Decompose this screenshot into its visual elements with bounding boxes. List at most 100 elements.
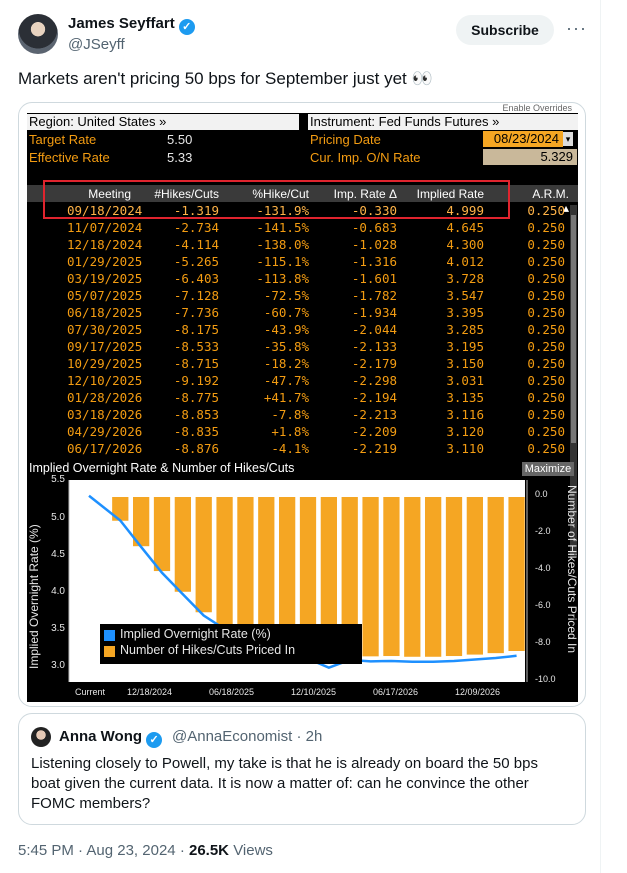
views-count: 26.5K: [188, 842, 230, 859]
tweet-date[interactable]: Aug 23, 2024: [86, 842, 176, 859]
author-name[interactable]: James Seyffart ✓: [68, 15, 195, 35]
cell-hikes-cuts: -7.736: [173, 305, 219, 320]
cell-arm: 0.250: [527, 237, 565, 252]
bar-hikes-cuts: [404, 497, 421, 657]
pricing-date-label: Pricing Date: [310, 132, 381, 147]
quote-author-name-text: Anna Wong: [59, 728, 143, 745]
cell-pct-hike-cut: -18.2%: [263, 356, 309, 371]
cell-imp-rate-delta: -1.782: [351, 288, 397, 303]
col-hikes-cuts: #Hikes/Cuts: [154, 187, 219, 201]
cur-imp-field: 5.329: [483, 149, 577, 165]
cell-arm: 0.250: [527, 288, 565, 303]
cell-pct-hike-cut: -35.8%: [263, 339, 309, 354]
attached-image[interactable]: Enable Overrides Region: United States »…: [18, 102, 586, 707]
col-pct-hike-cut: %Hike/Cut: [252, 187, 309, 201]
maximize-button[interactable]: Maximize: [522, 462, 574, 476]
cell-pct-hike-cut: -131.9%: [256, 203, 309, 218]
cell-imp-rate-delta: -2.133: [351, 339, 397, 354]
cell-meeting: 11/07/2024: [67, 220, 143, 235]
ytick-left-1: 5.0: [51, 512, 65, 523]
table-scroll-thumb[interactable]: [571, 215, 576, 443]
cell-imp-rate-delta: -0.683: [351, 220, 397, 235]
target-rate-value: 5.50: [167, 132, 193, 147]
cell-meeting: 09/18/2024: [67, 203, 143, 218]
cell-imp-rate-delta: -1.601: [351, 271, 397, 286]
col-implied-rate: Implied Rate: [416, 187, 484, 201]
timeline-border: [600, 0, 601, 873]
tweet-time[interactable]: 5:45 PM: [18, 842, 74, 859]
cell-meeting: 12/10/2025: [67, 373, 143, 388]
xtick-1: 12/18/2024: [127, 687, 173, 697]
cell-implied-rate: 3.116: [446, 407, 484, 422]
bar-hikes-cuts: [279, 497, 296, 651]
xtick-0: Current: [75, 687, 106, 697]
cell-hikes-cuts: -8.715: [173, 356, 219, 371]
effective-rate-value: 5.33: [167, 150, 193, 165]
cell-meeting: 01/29/2025: [67, 254, 143, 269]
cell-hikes-cuts: -4.114: [173, 237, 219, 252]
author-avatar[interactable]: [18, 14, 58, 54]
more-options-icon[interactable]: ···: [566, 18, 587, 38]
ytick-left-5: 3.0: [51, 660, 65, 671]
views-label: Views: [233, 842, 273, 859]
cell-meeting: 03/18/2026: [67, 407, 143, 422]
table-header-bar: [27, 185, 578, 202]
cell-pct-hike-cut: -113.8%: [256, 271, 309, 286]
legend-label-hikes: Number of Hikes/Cuts Priced In: [120, 643, 296, 657]
cell-hikes-cuts: -8.775: [173, 390, 219, 405]
meta-separator-2: ·: [179, 842, 185, 859]
cur-imp-label: Cur. Imp. O/N Rate: [310, 150, 421, 165]
cell-hikes-cuts: -6.403: [173, 271, 219, 286]
cell-hikes-cuts: -1.319: [173, 203, 219, 218]
cell-meeting: 07/30/2025: [67, 322, 143, 337]
author-handle[interactable]: @JSeyff: [68, 36, 125, 53]
cell-hikes-cuts: -2.734: [173, 220, 219, 235]
ytick-right-4: -8.0: [535, 637, 551, 647]
quote-author-avatar: [31, 727, 51, 747]
cell-implied-rate: 3.150: [446, 356, 484, 371]
bloomberg-terminal: Enable Overrides Region: United States »…: [27, 103, 579, 702]
cell-pct-hike-cut: -72.5%: [263, 288, 309, 303]
bar-hikes-cuts: [508, 497, 525, 651]
ytick-left-4: 3.5: [51, 623, 65, 634]
quoted-tweet[interactable]: Anna Wong ✓ @AnnaEconomist · 2h Listening…: [18, 713, 586, 825]
cell-implied-rate: 3.031: [446, 373, 484, 388]
cell-meeting: 12/18/2024: [67, 237, 143, 252]
cell-pct-hike-cut: -47.7%: [263, 373, 309, 388]
cell-pct-hike-cut: -43.9%: [263, 322, 309, 337]
cell-pct-hike-cut: -4.1%: [271, 441, 309, 456]
instrument-field: Instrument: Fed Funds Futures »: [308, 114, 578, 130]
cell-arm: 0.250: [527, 322, 565, 337]
verified-badge-icon: ✓: [178, 19, 195, 35]
bar-hikes-cuts: [466, 497, 483, 655]
cell-hikes-cuts: -8.533: [173, 339, 219, 354]
ytick-left-0: 5.5: [51, 474, 65, 485]
cell-meeting: 06/18/2025: [67, 305, 143, 320]
cell-arm: 0.250: [527, 339, 565, 354]
bar-hikes-cuts: [362, 497, 379, 657]
enable-overrides-label: Enable Overrides: [502, 103, 572, 113]
cell-meeting: 03/19/2025: [67, 271, 143, 286]
cell-hikes-cuts: -9.192: [173, 373, 219, 388]
bar-hikes-cuts: [195, 497, 212, 613]
cell-meeting: 06/17/2026: [67, 441, 143, 456]
cell-implied-rate: 4.999: [446, 203, 484, 218]
ytick-left-3: 4.0: [51, 586, 65, 597]
author-name-text: James Seyffart: [68, 15, 175, 32]
bar-hikes-cuts: [258, 497, 275, 645]
cell-arm: 0.250: [527, 390, 565, 405]
cell-arm: 0.250: [527, 407, 565, 422]
tweet-text: Markets aren't pricing 50 bps for Septem…: [18, 69, 433, 88]
xtick-2: 06/18/2025: [209, 687, 255, 697]
bar-hikes-cuts: [320, 497, 337, 663]
y-axis-right-label: Number of Hikes/Cuts Priced In: [565, 485, 579, 654]
cell-imp-rate-delta: -1.934: [351, 305, 397, 320]
cell-hikes-cuts: -8.853: [173, 407, 219, 422]
subscribe-button[interactable]: Subscribe: [456, 15, 554, 45]
cell-arm: 0.250: [527, 373, 565, 388]
quote-author-handle: @AnnaEconomist · 2h: [172, 728, 323, 745]
cell-imp-rate-delta: -2.219: [351, 441, 397, 456]
cell-implied-rate: 4.645: [446, 220, 484, 235]
bar-hikes-cuts: [425, 497, 442, 657]
cell-hikes-cuts: -8.876: [173, 441, 219, 456]
